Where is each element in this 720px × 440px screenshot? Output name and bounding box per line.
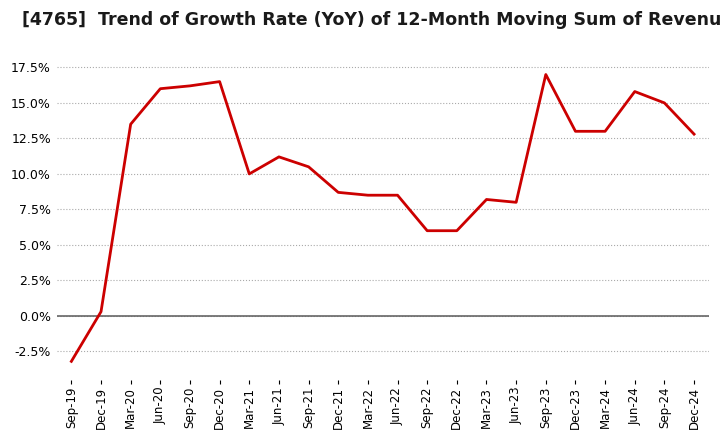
- Title: [4765]  Trend of Growth Rate (YoY) of 12-Month Moving Sum of Revenues: [4765] Trend of Growth Rate (YoY) of 12-…: [22, 11, 720, 29]
